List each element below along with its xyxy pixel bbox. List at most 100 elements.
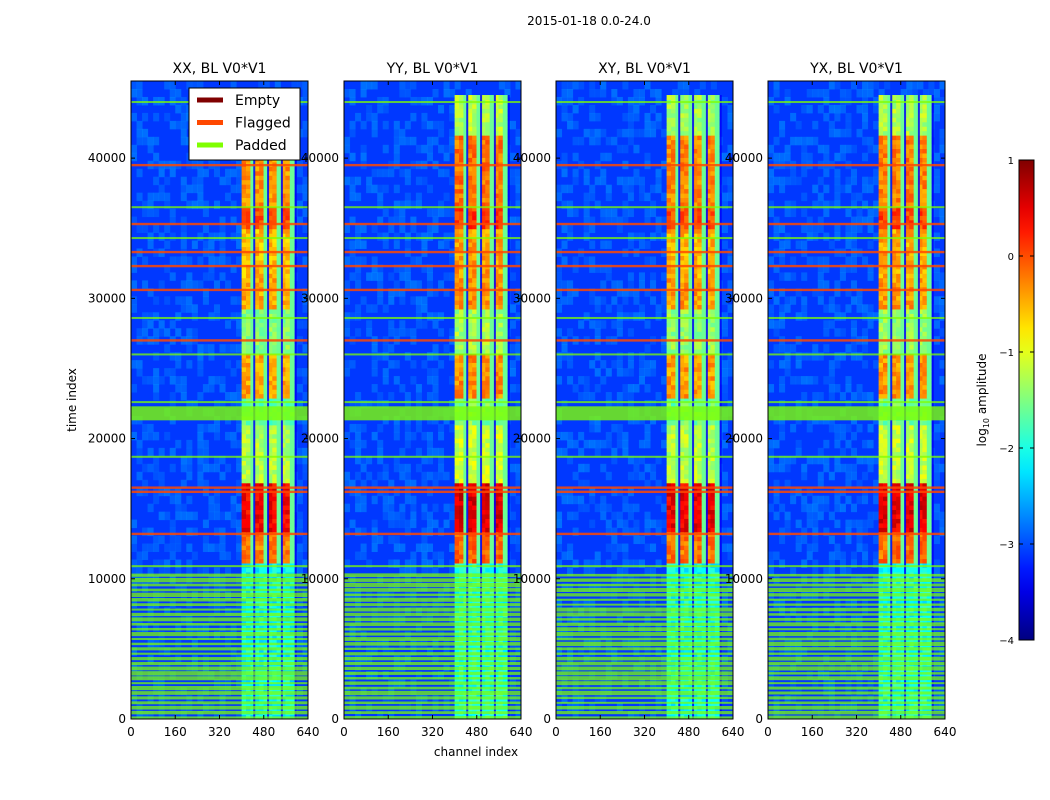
noise-cell [236, 463, 243, 473]
noise-cell [169, 392, 176, 401]
bright-cell [263, 344, 269, 350]
noise-cell [180, 104, 187, 114]
bright-cell [285, 429, 291, 435]
bright-cell [485, 487, 491, 493]
bright-cell [263, 219, 269, 225]
bright-cell [276, 393, 282, 399]
bright-cell [254, 322, 260, 328]
bright-cell [459, 308, 464, 314]
noise-cell [410, 360, 417, 369]
bright-cell [246, 331, 251, 337]
bright-cell [485, 300, 491, 306]
noise-cell [344, 240, 351, 249]
bright-cell [254, 625, 260, 631]
bright-cell [289, 687, 295, 693]
bright-cell [276, 246, 282, 252]
bright-cell [250, 545, 256, 551]
bright-cell [472, 393, 478, 399]
padded-row [131, 705, 308, 710]
bright-cell [485, 295, 491, 301]
noise-cell [344, 503, 351, 513]
bright-cell [485, 375, 491, 381]
bright-cell [272, 473, 278, 479]
bright-cell [467, 308, 473, 314]
bright-cell [241, 469, 247, 475]
bright-cell [489, 509, 495, 515]
noise-cell [515, 711, 521, 719]
bright-cell [476, 460, 482, 466]
bright-cell [254, 634, 260, 640]
bright-cell [250, 384, 256, 390]
bright-cell [480, 505, 486, 511]
bright-cell [272, 540, 278, 546]
noise-cell [213, 711, 220, 719]
noise-cell [449, 136, 456, 146]
bright-cell [254, 175, 260, 181]
bright-cell [459, 545, 464, 551]
bright-cell [489, 259, 495, 265]
bright-cell [467, 242, 473, 248]
bright-cell [241, 246, 247, 252]
bright-cell [459, 683, 464, 689]
noise-cell [399, 216, 406, 226]
noise-cell [509, 559, 516, 568]
bright-cell [463, 326, 469, 332]
bright-cell [454, 331, 460, 337]
bright-cell [472, 678, 478, 684]
noise-cell [371, 344, 378, 353]
noise-cell [388, 168, 395, 178]
bright-cell [281, 206, 286, 212]
bright-cell [467, 505, 473, 511]
bright-cell [467, 268, 473, 274]
noise-cell [186, 328, 193, 337]
noise-cell [366, 81, 373, 90]
bright-cell [285, 402, 291, 408]
noise-cell [360, 81, 367, 90]
noise-cell [449, 208, 456, 218]
bright-cell [254, 478, 260, 484]
noise-cell [371, 495, 378, 505]
bright-cell [485, 447, 491, 453]
noise-cell [186, 344, 193, 353]
noise-cell [349, 360, 356, 369]
bright-cell [241, 505, 247, 511]
padded-row [131, 237, 308, 240]
bright-cell [263, 326, 269, 332]
bright-cell [281, 304, 286, 310]
bright-cell [276, 540, 282, 546]
bright-cell [502, 451, 508, 457]
bright-cell [459, 393, 464, 399]
bright-cell [285, 442, 291, 448]
noise-cell [175, 543, 182, 553]
bright-cell [285, 313, 291, 319]
noise-cell [302, 455, 308, 465]
bright-cell [259, 331, 265, 337]
bright-cell [281, 366, 286, 372]
bright-cell [254, 393, 260, 399]
bright-cell [463, 246, 469, 252]
bright-cell [289, 678, 295, 684]
bright-cell [467, 389, 473, 395]
padded-row [131, 627, 308, 631]
bright-cell [463, 549, 469, 555]
bright-cell [459, 313, 464, 319]
bright-cell [272, 456, 278, 461]
bright-cell [498, 549, 504, 555]
bright-cell [285, 393, 291, 399]
bright-cell [289, 460, 295, 466]
bright-cell [246, 201, 251, 207]
bright-cell [498, 273, 504, 279]
noise-cell [175, 360, 182, 369]
noise-cell [410, 711, 417, 719]
bright-cell [459, 362, 464, 368]
bright-cell [476, 317, 482, 323]
bright-cell [489, 487, 495, 493]
noise-cell [432, 120, 439, 130]
noise-cell [426, 471, 433, 481]
noise-cell [219, 535, 226, 545]
bright-cell [254, 375, 260, 381]
bright-cell [254, 540, 260, 546]
noise-cell [388, 559, 395, 568]
noise-cell [349, 623, 356, 632]
noise-cell [377, 280, 384, 289]
